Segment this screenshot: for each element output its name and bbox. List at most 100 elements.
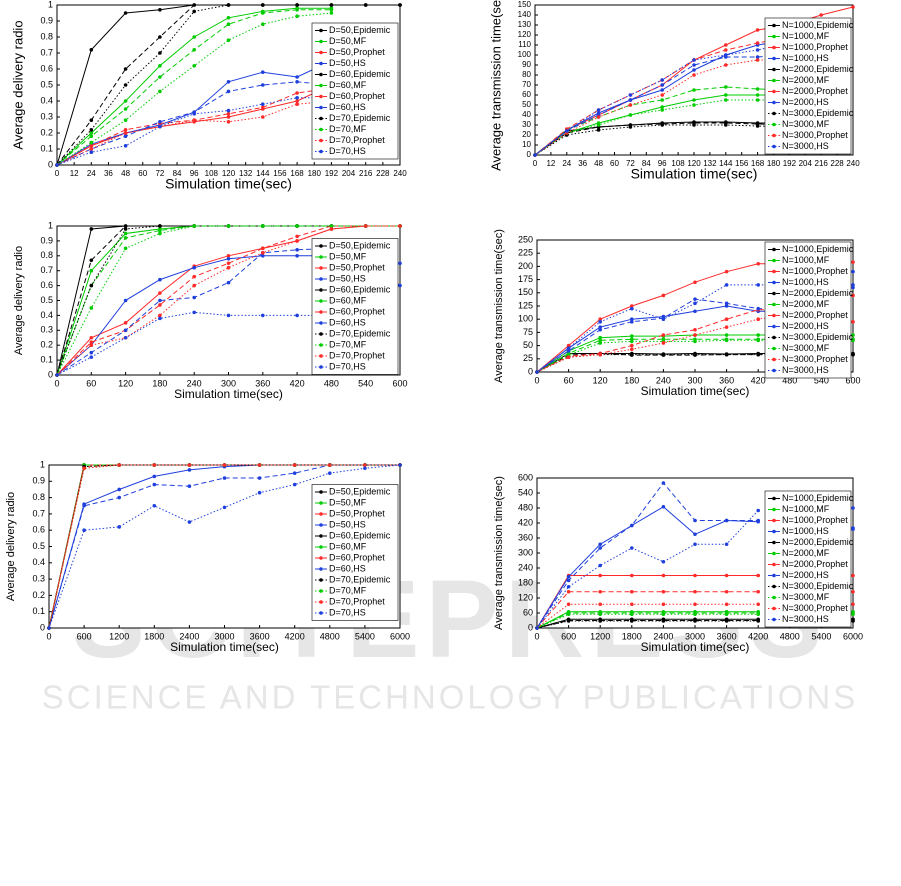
data-point [630,352,634,357]
legend-label: N=2000,HS [782,321,829,331]
y-axis-label: Average transmission time(sec) [493,476,505,630]
data-point [89,140,94,145]
data-point [158,231,162,236]
legend-marker [772,368,776,373]
data-point [566,343,571,348]
data-point [661,317,666,322]
x-tick-label: 60 [564,375,574,385]
y-tick-label: 240 [518,562,533,572]
data-point [261,105,265,110]
legend-marker [772,496,776,501]
data-point [661,341,666,345]
x-tick-label: 168 [751,159,765,168]
data-point [329,224,334,228]
data-point [187,463,192,467]
data-point [295,75,299,79]
x-axis-label: Simulation time(sec) [641,384,750,398]
y-tick-label: 225 [518,248,533,258]
data-point [123,134,128,138]
legend-marker [319,589,323,593]
data-point [192,295,196,300]
legend-marker [319,288,323,292]
y-tick-label: 20 [522,130,531,139]
legend-label: D=60,Prophet [329,306,385,316]
y-axis-label: Average delivery radio [10,20,25,149]
data-point [851,526,855,530]
y-axis-label: Average delivery radio [13,246,25,355]
legend: N=1000,EpidemicN=1000,MFN=1000,ProphetN=… [764,17,854,155]
data-point [756,352,760,357]
data-point [82,528,86,532]
data-point [756,338,760,343]
data-point [724,589,729,594]
x-tick-label: 1800 [144,631,164,641]
x-tick-label: 204 [342,169,356,178]
y-tick-label: 0.3 [32,573,45,583]
data-point [630,619,634,623]
data-point [158,35,162,39]
x-tick-label: 3000 [685,631,705,641]
y-tick-label: 0 [48,159,53,169]
legend-marker [319,244,323,248]
chart: 0 12 24 36 48 60 72 84 96 108 120 132 144 156 168 180 19… [10,0,407,192]
data-point [192,64,196,68]
legend-label: N=2000,MF [782,299,830,309]
data-point [158,89,162,94]
x-tick-label: 0 [55,169,60,178]
data-point [152,463,157,467]
x-tick-label: 48 [594,159,603,168]
y-tick-label: 120 [518,592,533,602]
data-point [598,327,602,332]
legend-label: D=70,Prophet [329,350,385,360]
y-tick-label: 0.9 [40,15,53,25]
legend-label: N=1000,MF [782,255,830,265]
x-tick-label: 6000 [390,631,410,641]
data-point [693,309,697,314]
legend-label: D=50,MF [329,36,367,46]
legend-marker [772,34,776,39]
data-point [851,283,855,287]
x-tick-label: 600 [392,378,407,388]
legend-label: D=60,Prophet [329,91,385,101]
legend-marker [772,335,776,340]
data-point [89,48,94,52]
data-point [398,463,402,467]
y-tick-label: 0.5 [40,295,53,305]
data-point [89,128,94,132]
legend-marker [319,116,323,121]
data-point [89,340,94,345]
y-tick-label: 0.9 [32,476,45,486]
data-point [598,542,602,547]
x-tick-label: 60 [610,159,619,168]
data-point [661,333,666,337]
y-tick-label: 0.8 [40,31,53,41]
data-point [226,280,231,285]
data-point [123,99,128,103]
data-point [117,463,121,467]
legend-marker [319,127,323,132]
data-point [226,108,231,113]
legend-marker [772,357,776,362]
data-point [630,306,634,311]
x-tick-label: 84 [173,169,182,178]
data-point [398,224,402,228]
legend-label: D=70,Epidemic [329,328,391,338]
data-point [693,297,697,301]
data-point [158,124,162,129]
data-point [123,131,128,135]
data-point [628,113,633,117]
y-tick-label: 420 [518,517,533,527]
legend-marker [319,277,323,281]
x-tick-label: 240 [393,169,407,178]
chart: 0 60 120 180 240 300 360 420 480 540 600 0 0.1 0.2 0.3… [13,220,408,401]
y-tick-label: 0.6 [40,280,53,290]
x-tick-label: 3600 [717,631,737,641]
data-point [123,231,128,236]
data-point [724,53,728,57]
legend-label: N=3000,Prophet [782,354,848,364]
chart: 0 12 24 36 48 60 72 84 96 108 120 132 144 156 168 180 19… [488,0,860,182]
legend-marker [319,72,323,77]
y-tick-label: 0.5 [32,541,45,551]
x-tick-label: 4200 [748,631,768,641]
data-point [328,471,332,475]
